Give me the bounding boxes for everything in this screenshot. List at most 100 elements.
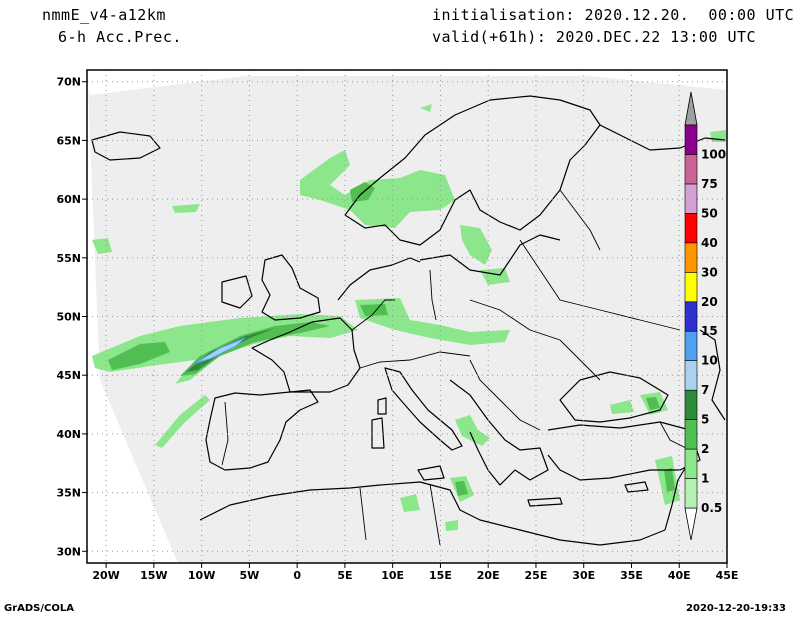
precip-central-europe-core xyxy=(360,304,388,316)
lat-tick-label: 60N xyxy=(56,193,81,206)
coast-north-sea xyxy=(337,257,421,301)
precip-caucasus-core xyxy=(646,397,660,410)
coast-italy xyxy=(384,367,463,451)
precip-areas xyxy=(92,104,726,531)
colorbar-box xyxy=(684,419,698,450)
precip-adriatic xyxy=(455,415,490,446)
colorbar: 0.5 1 2 5 7 10 15 20 30 40 50 75 100 xyxy=(684,91,726,541)
colorbar-box xyxy=(684,360,698,391)
coast-iceland xyxy=(91,131,161,161)
precip-atlantic-core xyxy=(108,342,170,370)
model-title: nmmE_v4-a12km xyxy=(42,6,166,24)
precip-front-core xyxy=(180,322,330,376)
coast-black-sea xyxy=(559,371,669,423)
colorbar-box xyxy=(684,389,698,420)
coast-white-sea xyxy=(599,124,726,151)
colorbar-box xyxy=(684,242,698,273)
lon-tick-label: 20E xyxy=(477,569,500,582)
colorbar-box xyxy=(684,183,698,214)
lon-tick-label: 10E xyxy=(381,569,404,582)
border-spain-portugal xyxy=(221,401,229,466)
precip-front-dark xyxy=(186,328,275,372)
colorbar-label: 40 xyxy=(701,236,718,250)
colorbar-box xyxy=(684,330,698,361)
precip-algeria xyxy=(400,494,420,512)
coast-britain xyxy=(261,254,321,321)
colorbar-box xyxy=(684,272,698,303)
coast-scandinavia xyxy=(344,95,601,246)
lon-tick-label: 40E xyxy=(668,569,691,582)
colorbar-label: 75 xyxy=(701,177,718,191)
precip-tunisia xyxy=(445,520,458,531)
borders xyxy=(221,189,691,546)
lon-tick-label: 15E xyxy=(429,569,452,582)
border-baltic-russia xyxy=(519,239,681,331)
precip-iberia-band xyxy=(155,395,210,448)
coast-ireland xyxy=(221,275,253,309)
lat-tick-label: 70N xyxy=(56,76,81,89)
colorbar-label: 1 xyxy=(701,472,709,486)
coast-baltic xyxy=(419,234,561,276)
coast-iberia xyxy=(205,389,319,471)
credit-label: GrADS/COLA xyxy=(4,603,74,614)
colorbar-label: 7 xyxy=(701,383,709,397)
border-germany-poland xyxy=(429,269,437,321)
lon-tick-label: 0 xyxy=(293,569,301,582)
colorbar-label: 0.5 xyxy=(701,501,722,515)
initialisation-time: initialisation: 2020.12.20. 00:00 UTC xyxy=(432,6,795,24)
lat-tick-label: 65N xyxy=(56,134,81,147)
border-balkans xyxy=(469,359,541,431)
lon-tick-label: 15W xyxy=(140,569,167,582)
field-title: 6-h Acc.Prec. xyxy=(58,28,182,46)
colorbar-label: 100 xyxy=(701,147,726,161)
precip-greece-core xyxy=(455,481,468,496)
colorbar-box xyxy=(684,154,698,185)
border-north-africa xyxy=(359,483,441,546)
coast-north-africa xyxy=(199,481,666,546)
precip-sweden xyxy=(410,180,452,210)
grid-lines xyxy=(87,70,727,563)
axis-labels: 20W 15W 10W 5W 0 5E 10E 15E 20E 25E 30E 35E 40E 45E 30… xyxy=(56,76,738,582)
border-france-germany xyxy=(351,299,395,331)
colorbar-box xyxy=(684,478,698,509)
border-alps xyxy=(359,351,471,369)
colorbar-label: 30 xyxy=(701,265,718,279)
colorbar-label: 15 xyxy=(701,324,718,338)
lat-tick-label: 35N xyxy=(56,487,81,500)
coast-cyprus xyxy=(624,481,649,493)
precip-front-heavy xyxy=(193,337,246,365)
colorbar-box xyxy=(684,213,698,244)
coast-sicily xyxy=(417,465,445,481)
colorbar-label: 2 xyxy=(701,442,709,456)
border-finland-russia xyxy=(559,189,601,251)
precip-central-europe xyxy=(355,298,510,345)
border-turkey-east xyxy=(659,421,691,451)
coast-caspian xyxy=(699,329,726,421)
coast-sardinia xyxy=(371,417,385,449)
colorbar-box xyxy=(684,448,698,479)
timestamp-label: 2020-12-20-19:33 xyxy=(686,603,786,614)
colorbar-box xyxy=(684,124,698,155)
colorbar-box xyxy=(684,301,698,332)
lon-tick-label: 5E xyxy=(337,569,352,582)
coast-crete xyxy=(527,497,563,507)
lon-tick-label: 5W xyxy=(239,569,259,582)
lon-tick-label: 45E xyxy=(716,569,739,582)
lon-tick-label: 30E xyxy=(572,569,595,582)
coast-levant xyxy=(664,459,691,531)
border-eastern-europe xyxy=(469,299,601,381)
lon-tick-label: 35E xyxy=(620,569,643,582)
lat-tick-label: 40N xyxy=(56,428,81,441)
coast-corsica xyxy=(377,397,387,415)
colorbar-label: 5 xyxy=(701,413,709,427)
precip-black-sea-east xyxy=(610,400,634,414)
colorbar-label: 20 xyxy=(701,295,718,309)
valid-time: valid(+61h): 2020.DEC.22 13:00 UTC xyxy=(432,28,757,46)
axis-ticks xyxy=(82,81,728,568)
lat-tick-label: 55N xyxy=(56,252,81,265)
lat-tick-label: 45N xyxy=(56,369,81,382)
precip-norwegian-sea xyxy=(172,204,200,213)
precip-iceland-offshore xyxy=(92,238,112,254)
precip-barents xyxy=(420,104,432,112)
lon-tick-label: 25E xyxy=(525,569,548,582)
